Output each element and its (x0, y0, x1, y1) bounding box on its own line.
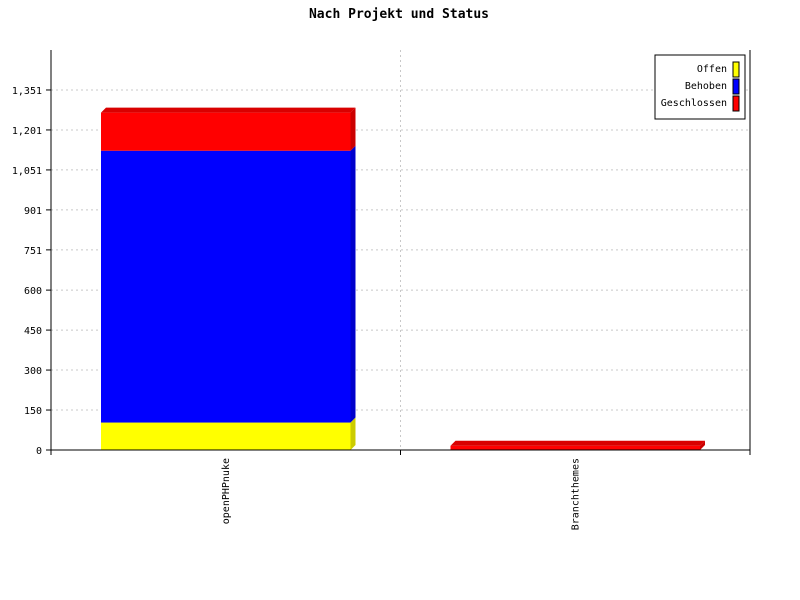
bar-openPHPnuke-Behoben (101, 150, 351, 423)
legend: Offen Behoben Geschlossen (654, 54, 746, 120)
bar-openPHPnuke-Geschlossen-side (350, 107, 356, 151)
y-tick-label: 1,051 (12, 166, 42, 177)
legend-label: Geschlossen (661, 98, 727, 109)
bar-openPHPnuke-Geschlossen (101, 112, 351, 151)
bar-Branchthemes-Geschlossen-side (700, 440, 705, 450)
bar-Branchthemes-Geschlossen (450, 445, 700, 450)
y-tick-label: 450 (24, 326, 42, 337)
y-tick-label: 1,201 (12, 126, 42, 137)
legend-label: Behoben (685, 81, 727, 92)
x-tick-label: openPHPnuke (221, 458, 232, 524)
legend-swatch (732, 78, 740, 95)
bar-openPHPnuke-Offen-side (350, 417, 356, 450)
y-tick-label: 300 (24, 366, 42, 377)
y-tick-label: 600 (24, 286, 42, 297)
x-tick-label: Branchthemes (570, 458, 581, 530)
legend-swatch (732, 95, 740, 112)
legend-swatch (732, 61, 740, 78)
legend-label: Offen (697, 64, 727, 75)
y-tick-label: 751 (24, 246, 42, 257)
bar-openPHPnuke-Behoben-side (350, 145, 356, 423)
legend-box (654, 54, 746, 120)
y-tick-label: 901 (24, 206, 42, 217)
bar-Branchthemes-Geschlossen-top (450, 440, 705, 446)
y-tick-label: 1,351 (12, 86, 42, 97)
axes: 0 150 300 450 600 751 901 1,051 1,201 1,351 openPH… (12, 50, 751, 530)
bars (101, 107, 705, 450)
y-tick-label: 0 (36, 446, 42, 457)
y-tick-label: 150 (24, 406, 42, 417)
bar-openPHPnuke-Geschlossen-top (101, 107, 356, 113)
bar-openPHPnuke-Offen (101, 422, 351, 450)
chart-title: Nach Projekt und Status (309, 7, 489, 22)
